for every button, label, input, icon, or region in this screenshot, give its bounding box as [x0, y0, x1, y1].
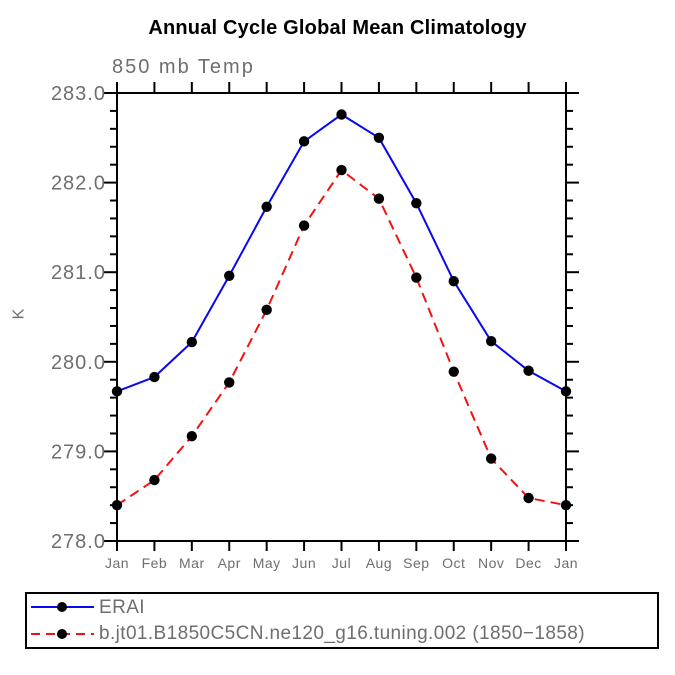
legend-label-erai: ERAI [99, 596, 145, 618]
y-tick-label: 283.0 [51, 83, 106, 105]
data-point-model [111, 499, 123, 511]
data-point-erai [448, 275, 459, 287]
data-point-model [298, 220, 310, 231]
series-line-erai [116, 113, 567, 393]
legend-line-sample-dashed [31, 628, 94, 639]
x-tick-label: Mar [179, 555, 205, 571]
data-point-model [336, 164, 347, 176]
legend-marker-icon [57, 602, 67, 613]
data-point-model [523, 492, 534, 504]
y-tick-label: 281.0 [51, 262, 106, 284]
x-tick-label: Jan [554, 555, 578, 571]
x-tick-label: Jan [105, 555, 129, 571]
legend-label-model: b.jt01.B1850C5CN.ne120_g16.tuning.002 (1… [99, 623, 585, 645]
x-tick-label: Dec [515, 555, 541, 571]
chart-subtitle: 850 mb Temp [112, 56, 255, 78]
data-point-model [448, 366, 459, 377]
data-point-erai [523, 365, 534, 376]
legend-line-sample-solid [31, 602, 94, 613]
x-tick-label: Oct [442, 555, 465, 571]
legend-item-erai: ERAI [29, 594, 657, 620]
data-point-model [560, 499, 572, 511]
data-point-erai [373, 132, 385, 143]
legend: ERAI b.jt01.B1850C5CN.ne120_g16.tuning.0… [25, 592, 659, 649]
chart-title: Annual Cycle Global Mean Climatology [148, 17, 527, 39]
data-point-erai [111, 386, 123, 397]
data-point-model [261, 304, 272, 316]
data-point-model [411, 272, 422, 283]
data-point-model [149, 474, 160, 486]
data-point-erai [298, 136, 310, 147]
x-tick-label: Jun [292, 555, 316, 571]
data-point-model [485, 453, 497, 464]
y-tick-label: 278.0 [51, 531, 106, 553]
data-point-erai [186, 336, 198, 348]
data-point-erai [485, 335, 497, 347]
x-tick-label: Nov [478, 555, 504, 571]
y-tick-label: 280.0 [51, 352, 106, 374]
data-point-erai [411, 198, 422, 209]
x-tick-label: Sep [403, 555, 429, 571]
y-tick-label: 279.0 [51, 441, 106, 463]
data-point-model [373, 193, 385, 204]
x-tick-label: May [253, 555, 281, 571]
x-tick-label: Feb [142, 555, 168, 571]
data-point-erai [261, 201, 272, 212]
data-point-erai [336, 109, 347, 120]
plot-frame [116, 92, 567, 542]
legend-item-model: b.jt01.B1850C5CN.ne120_g16.tuning.002 (1… [29, 621, 657, 647]
data-point-erai [560, 386, 572, 397]
data-point-erai [149, 371, 160, 383]
y-tick-label: 282.0 [51, 173, 106, 195]
data-point-model [224, 377, 235, 388]
legend-marker-icon [57, 628, 67, 639]
data-point-erai [224, 270, 235, 281]
x-tick-label: Aug [366, 555, 392, 571]
series-line-model [116, 168, 567, 507]
x-tick-label: Jul [332, 555, 351, 571]
x-tick-label: Apr [218, 555, 241, 571]
data-point-model [186, 430, 198, 442]
